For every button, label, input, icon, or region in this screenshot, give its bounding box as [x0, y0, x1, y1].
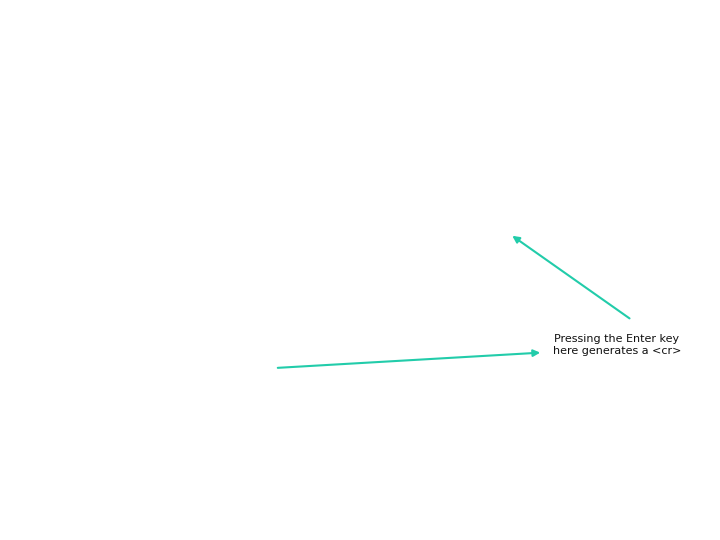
FancyBboxPatch shape	[28, 99, 516, 377]
Text: [rsimms@opus ~]$ hostname: [rsimms@opus ~]$ hostname	[36, 287, 192, 297]
Text: opus.cabrillo.edu: opus.cabrillo.edu	[36, 271, 143, 281]
Text: Metacharacters: Metacharacters	[263, 453, 457, 477]
Text: 19378 pts/0    00:00:00 ps: 19378 pts/0 00:00:00 ps	[36, 319, 199, 329]
Text: Pressing the Enter key
here generates a <cr>: Pressing the Enter key here generates a …	[553, 334, 681, 356]
Text: marks the end of a: marks the end of a	[290, 412, 462, 427]
Text: [rsimms@opus ~]$ ps: [rsimms@opus ~]$ ps	[36, 367, 155, 377]
Text: <cr>: <cr>	[267, 412, 304, 427]
Text: PID TTY          TIME CMD: PID TTY TIME CMD	[36, 351, 204, 361]
Text: 19015 pts/0    00:00:00 bash: 19015 pts/0 00:00:00 bash	[36, 335, 211, 345]
Text: [rsimms@opus ~]$ echo "Use <cr> to end the command": [rsimms@opus ~]$ echo "Use <cr> to end t…	[36, 239, 355, 249]
Text: command and lets the shell know to start processing it.: command and lets the shell know to start…	[28, 397, 508, 412]
Text: Use <cr> to end the command: Use <cr> to end the command	[36, 223, 204, 233]
Text: CIS 90 - Lesson 2: CIS 90 - Lesson 2	[276, 505, 444, 524]
Text: The unprintable carriage return: The unprintable carriage return	[28, 412, 307, 427]
Text: <cr> (carriage return): <cr> (carriage return)	[266, 435, 454, 453]
Bar	[0, 490, 720, 540]
